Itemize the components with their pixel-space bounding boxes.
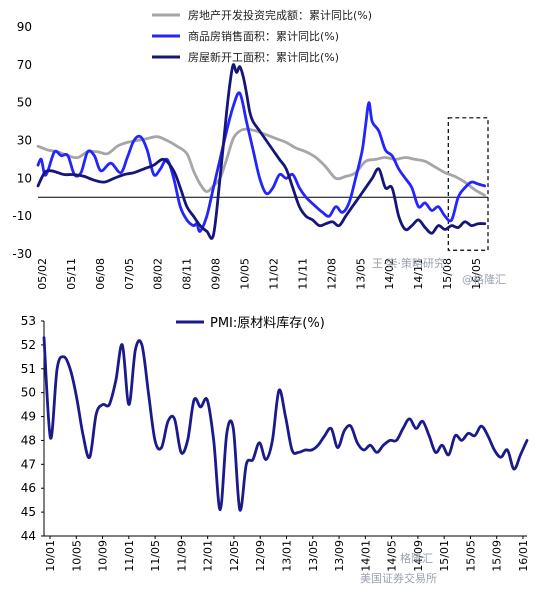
x-tick-label: 15/09 xyxy=(491,540,504,572)
y-tick-label: 44 xyxy=(21,529,36,543)
x-tick-label: 10/05 xyxy=(70,540,83,572)
x-tick-label: 13/09 xyxy=(333,540,346,572)
legend-label: PMI:原材料库存(%) xyxy=(210,315,325,331)
y-tick-label: 90 xyxy=(17,20,32,34)
y-tick-label: 52 xyxy=(21,338,36,352)
x-tick-label: 12/01 xyxy=(202,540,215,572)
x-tick-label: 08/11 xyxy=(181,258,194,290)
watermark-text: 王·崇·策略研究 xyxy=(372,256,445,270)
x-tick-label: 15/01 xyxy=(438,540,451,572)
x-tick-label: 16/01 xyxy=(517,540,530,572)
y-tick-label: 70 xyxy=(17,58,32,72)
y-tick-label: 30 xyxy=(17,134,32,148)
x-tick-label: 10/05 xyxy=(239,258,252,290)
x-tick-label: 14/02 xyxy=(383,258,396,290)
x-tick-label: 06/08 xyxy=(94,258,107,290)
series-line-pmi xyxy=(42,336,529,512)
y-tick-label: 50 xyxy=(21,386,36,400)
top-chart-panel: 90 70 50 30 10 -10 -30 05/02 05/11 06/08 07/05 08/0… xyxy=(12,8,506,290)
x-tick-label: 16/05 xyxy=(470,258,483,290)
legend-label: 房屋新开工面积：累计同比(%) xyxy=(188,50,339,64)
legend-label: 商品房销售面积：累计同比(%) xyxy=(188,29,339,43)
x-tick-label: 11/11 xyxy=(296,258,309,290)
bottom-chart-panel: 53 52 51 50 49 48 47 46 45 44 10/01 10/05 10/09 11/01… xyxy=(0,300,550,592)
legend-label: 房地产开发投资完成额：累计同比(%) xyxy=(188,8,372,22)
y-tick-label: -30 xyxy=(12,247,32,261)
watermark-text: 格隆汇 xyxy=(400,551,433,565)
x-tick-label: 14/05 xyxy=(386,540,399,572)
x-tick-label: 13/05 xyxy=(354,258,367,290)
y-tick-label: 53 xyxy=(21,314,36,328)
x-tick-label: 11/09 xyxy=(175,540,188,572)
x-tick-label: 15/05 xyxy=(464,540,477,572)
x-tick-label: 09/08 xyxy=(210,258,223,290)
x-tick-label: 11/02 xyxy=(267,258,280,290)
y-tick-label: 47 xyxy=(21,457,36,471)
series-line-1 xyxy=(36,127,487,197)
x-tick-label: 13/01 xyxy=(281,540,294,572)
y-tick-label: 49 xyxy=(21,410,36,424)
x-tick-label: 11/05 xyxy=(149,540,162,572)
series-line-2 xyxy=(36,91,487,233)
y-tick-label: 10 xyxy=(17,171,32,185)
y-tick-label: -10 xyxy=(12,209,32,223)
x-tick-label: 08/02 xyxy=(152,258,165,290)
x-tick-label: 10/01 xyxy=(44,540,57,572)
x-tick-label: 12/05 xyxy=(228,540,241,572)
y-tick-label: 51 xyxy=(21,362,36,376)
watermark-text: @格隆汇 xyxy=(462,272,506,286)
series-line-3 xyxy=(36,63,487,240)
x-tick-label: 07/05 xyxy=(123,258,136,290)
y-tick-label: 46 xyxy=(21,481,36,495)
x-tick-label: 05/11 xyxy=(65,258,78,290)
x-tick-label: 13/05 xyxy=(307,540,320,572)
watermark-text: 美国证券交易所 xyxy=(360,571,437,585)
x-tick-label: 12/09 xyxy=(254,540,267,572)
x-tick-label: 05/02 xyxy=(36,258,49,290)
x-tick-label: 15/08 xyxy=(441,258,454,290)
pmi-raw-material-inventory-chart: 53 52 51 50 49 48 47 46 45 44 10/01 10/05 10/09 11/01… xyxy=(21,314,530,585)
y-tick-label: 45 xyxy=(21,505,36,519)
y-tick-label: 50 xyxy=(17,96,32,110)
x-tick-label: 10/09 xyxy=(97,540,110,572)
x-tick-label: 14/09 xyxy=(412,540,425,572)
x-tick-label: 12/08 xyxy=(325,258,338,290)
x-tick-label: 11/01 xyxy=(123,540,136,572)
x-tick-label: 14/01 xyxy=(359,540,372,572)
dashed-highlight-box xyxy=(447,117,489,251)
investment-sales-starts-chart: 90 70 50 30 10 -10 -30 05/02 05/11 06/08 07/05 08/0… xyxy=(12,8,506,290)
x-tick-label: 14/11 xyxy=(412,258,425,290)
y-tick-label: 48 xyxy=(21,433,36,447)
